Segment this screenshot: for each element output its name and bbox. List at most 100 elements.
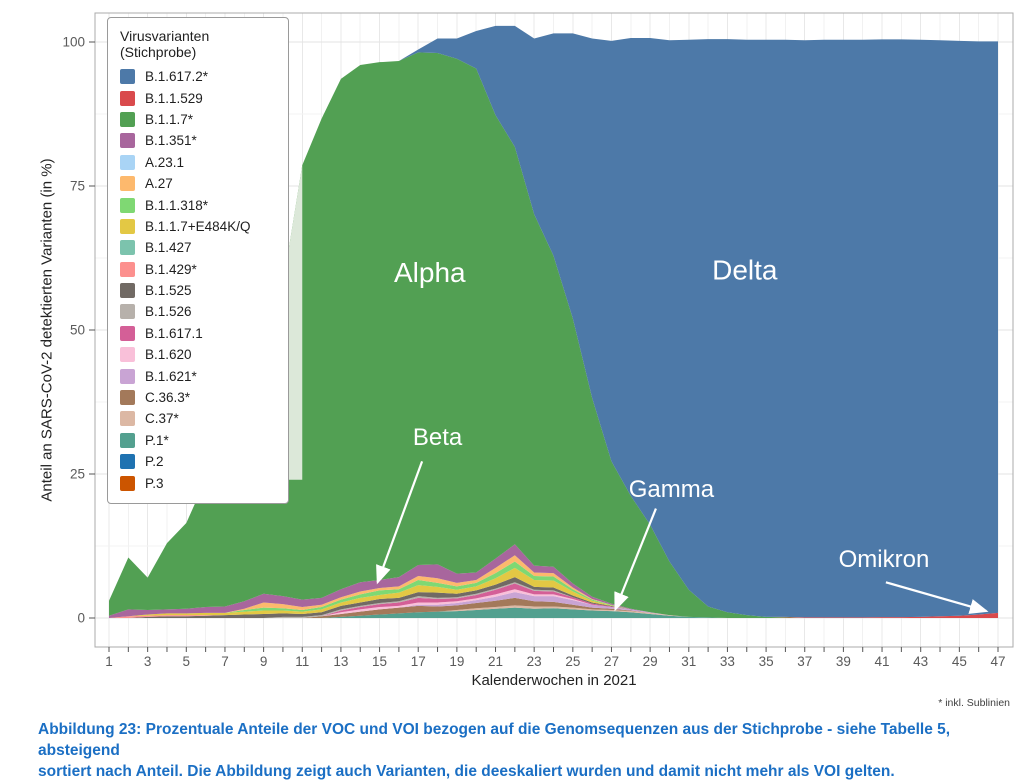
legend-item-label: B.1.620	[145, 347, 192, 363]
x-tick-label: 37	[797, 654, 812, 669]
x-tick-label: 45	[952, 654, 967, 669]
legend-swatch	[120, 69, 135, 85]
legend-swatch	[120, 432, 135, 448]
legend-item: B.1.351*	[120, 130, 278, 151]
annotation-delta: Delta	[712, 254, 778, 285]
legend-item-label: B.1.1.7*	[145, 111, 194, 127]
legend-item-label: B.1.617.1	[145, 325, 203, 341]
figure-caption: Abbildung 23: Prozentuale Anteile der VO…	[38, 719, 1013, 782]
legend-swatch	[120, 411, 135, 427]
legend-item: P.1*	[120, 430, 278, 451]
legend-item-label: C.37*	[145, 411, 179, 427]
annotation-arrow-beta	[376, 460, 424, 585]
legend-item-label: B.1.429*	[145, 261, 197, 277]
x-tick-label: 27	[604, 654, 619, 669]
legend-item: B.1.620	[120, 344, 278, 365]
x-axis-label: Kalenderwochen in 2021	[471, 672, 637, 689]
area-A.27	[109, 555, 998, 618]
y-tick-label: 25	[70, 467, 85, 482]
footnote-sublines: * inkl. Sublinien	[938, 697, 1010, 709]
x-tick-label: 23	[527, 654, 542, 669]
legend-item: B.1.1.7+E484K/Q	[120, 216, 278, 237]
x-tick-label: 5	[183, 654, 191, 669]
x-tick-label: 7	[221, 654, 229, 669]
legend-item: B.1.1.7*	[120, 109, 278, 130]
legend-swatch	[120, 347, 135, 363]
annotation-omikron: Omikron	[839, 546, 930, 573]
legend-title: Virusvarianten (Stichprobe)	[120, 28, 210, 60]
legend-swatch	[120, 475, 135, 491]
area-B.1.1.318-	[109, 561, 998, 618]
x-tick-label: 29	[643, 654, 658, 669]
legend-swatch	[120, 454, 135, 470]
x-tick-label: 47	[990, 654, 1005, 669]
legend-item: B.1.617.1	[120, 323, 278, 344]
area-P.1-	[109, 607, 998, 618]
y-tick-label: 75	[70, 179, 85, 194]
annotation-alpha: Alpha	[394, 257, 466, 288]
annotation-beta: Beta	[413, 424, 463, 451]
legend-item: P.2	[120, 451, 278, 472]
x-tick-label: 33	[720, 654, 735, 669]
x-tick-label: 11	[295, 654, 309, 669]
legend-item: C.37*	[120, 408, 278, 429]
legend-swatch	[120, 240, 135, 256]
legend-item-label: B.1.1.529	[145, 90, 203, 106]
x-tick-label: 1	[105, 654, 113, 669]
caption-line-1: Abbildung 23: Prozentuale Anteile der VO…	[38, 721, 951, 759]
x-tick-label: 31	[681, 654, 696, 669]
legend-item: B.1.617.2*	[120, 66, 278, 87]
caption-line-2: sortiert nach Anteil. Die Abbildung zeig…	[38, 763, 895, 780]
legend-item: B.1.525	[120, 280, 278, 301]
legend-item-label: C.36.3*	[145, 390, 191, 406]
legend-item: B.1.429*	[120, 259, 278, 280]
y-tick-label: 100	[62, 35, 85, 50]
legend-item-label: B.1.1.318*	[145, 197, 209, 213]
x-tick-label: 13	[333, 654, 348, 669]
legend-swatch	[120, 90, 135, 106]
legend-item: B.1.1.529	[120, 87, 278, 108]
legend-item-label: B.1.1.7+E484K/Q	[145, 218, 251, 234]
legend-item-label: B.1.525	[145, 283, 192, 299]
x-tick-label: 41	[875, 654, 890, 669]
area-B.1.620	[109, 589, 998, 618]
area-B.1.351-	[109, 544, 998, 618]
x-tick-label: 43	[913, 654, 928, 669]
legend-box: Virusvarianten (Stichprobe) B.1.617.2* B.…	[107, 17, 289, 504]
area-C.36.3-	[109, 597, 998, 618]
annotation-arrow-gamma	[614, 508, 657, 612]
x-tick-label: 35	[759, 654, 774, 669]
legend-item: A.27	[120, 173, 278, 194]
legend-item-label: B.1.526	[145, 304, 192, 320]
legend-items: B.1.617.2* B.1.1.529 B.1.1.7* B.1.351* A.23.…	[120, 66, 278, 494]
y-tick-label: 0	[77, 611, 85, 626]
legend-swatch	[120, 283, 135, 299]
legend-item: B.1.427	[120, 237, 278, 258]
legend-swatch	[120, 390, 135, 406]
x-tick-label: 19	[449, 654, 464, 669]
legend-item-label: P.2	[145, 454, 164, 470]
x-tick-label: 17	[411, 654, 426, 669]
x-tick-label: 15	[372, 654, 387, 669]
legend-item: B.1.526	[120, 301, 278, 322]
legend-item: B.1.1.318*	[120, 194, 278, 215]
area-C.37-	[109, 605, 998, 618]
legend-item-label: P.3	[145, 475, 164, 491]
legend-swatch	[120, 154, 135, 170]
legend-item: C.36.3*	[120, 387, 278, 408]
legend-swatch	[120, 325, 135, 341]
area-B.1.621-	[109, 592, 998, 618]
legend-item: A.23.1	[120, 152, 278, 173]
legend-swatch	[120, 261, 135, 277]
legend-item: B.1.621*	[120, 365, 278, 386]
legend-swatch	[120, 133, 135, 149]
area-B.1.1.7-	[109, 52, 998, 619]
legend-item-label: B.1.617.2*	[145, 69, 209, 85]
legend-item-label: A.27	[145, 176, 173, 192]
legend-swatch	[120, 176, 135, 192]
annotation-arrow-omikron	[885, 581, 989, 614]
legend-item: P.3	[120, 472, 278, 493]
area-B.1.617.2-	[109, 25, 998, 618]
legend-swatch	[120, 111, 135, 127]
